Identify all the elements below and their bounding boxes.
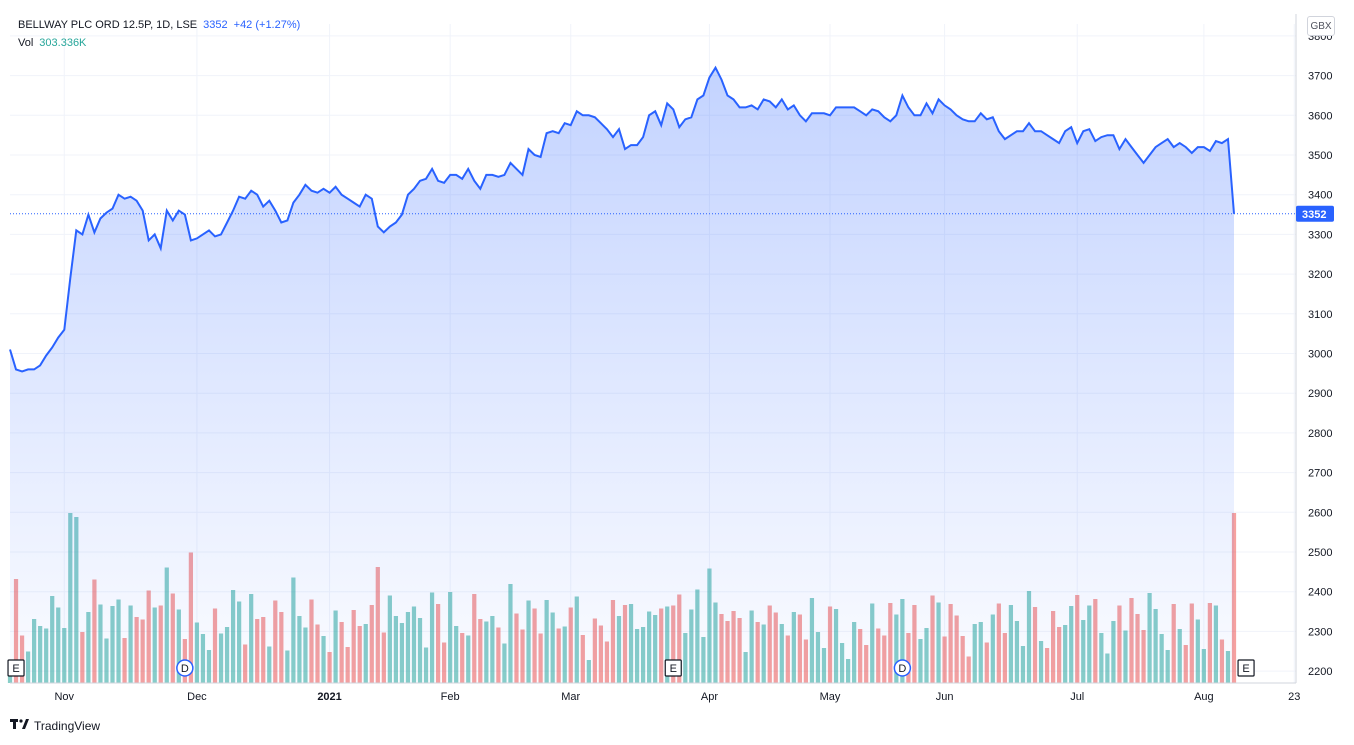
price-tick-label: 3000 xyxy=(1308,349,1332,361)
dividend-marker[interactable]: D xyxy=(893,659,912,677)
time-tick-label: Dec xyxy=(187,691,207,703)
event-label: D xyxy=(898,663,906,675)
price-change-value: +42 (+1.27%) xyxy=(233,19,301,31)
event-label: E xyxy=(1242,663,1249,675)
time-tick-label: Mar xyxy=(561,691,580,703)
price-tick-label: 2600 xyxy=(1308,507,1332,519)
tradingview-brand[interactable]: TradingView xyxy=(10,718,100,733)
volume-value: 303.336K xyxy=(39,37,87,49)
earnings-marker[interactable]: E xyxy=(664,659,682,677)
last-price-label: 3352 xyxy=(1296,205,1334,222)
price-tick-label: 2400 xyxy=(1308,587,1332,599)
price-tick-label: 2700 xyxy=(1308,468,1332,480)
event-label: D xyxy=(181,663,189,675)
time-tick-label: Aug xyxy=(1194,691,1214,703)
last-price-value: 3352 xyxy=(203,19,228,31)
earnings-marker[interactable]: E xyxy=(1237,659,1255,677)
time-tick-label: Jun xyxy=(936,691,954,703)
time-tick-label: Apr xyxy=(701,691,718,703)
volume-label[interactable]: Vol xyxy=(18,37,34,49)
price-tick-label: 3400 xyxy=(1308,190,1332,202)
price-tick-label: 2200 xyxy=(1308,666,1332,678)
price-tick-label: 2900 xyxy=(1308,388,1332,400)
price-tick-label: 2300 xyxy=(1308,626,1332,638)
chart-legend: BELLWAY PLC ORD 12.5P, 1D, LSE 3352 +42 … xyxy=(18,16,300,52)
currency-button[interactable]: GBX xyxy=(1307,16,1335,36)
price-tick-label: 2500 xyxy=(1308,547,1332,559)
dividend-marker[interactable]: D xyxy=(176,659,194,677)
price-tick-label: 3200 xyxy=(1308,269,1332,281)
price-area-fill xyxy=(10,67,1234,683)
time-tick-label: 2021 xyxy=(317,691,341,703)
event-label: E xyxy=(670,663,677,675)
event-label: E xyxy=(12,663,19,675)
time-axis[interactable]: Nov Dec 2021 Feb Mar Apr May Jun Jul Aug 23 xyxy=(10,682,1300,703)
price-tick-label: 3300 xyxy=(1308,229,1332,241)
price-tick-label: 3700 xyxy=(1308,71,1332,83)
earnings-marker[interactable]: E xyxy=(7,659,25,677)
price-tick-label: 3600 xyxy=(1308,110,1332,122)
brand-name: TradingView xyxy=(34,718,101,733)
time-tick-label: Jul xyxy=(1070,691,1084,703)
svg-text:3352: 3352 xyxy=(1302,209,1326,221)
tradingview-logo-icon xyxy=(10,718,30,733)
price-tick-label: 3100 xyxy=(1308,309,1332,321)
time-tick-label: Nov xyxy=(54,691,74,703)
time-tick-label: 23 xyxy=(1288,691,1300,703)
symbol-title[interactable]: BELLWAY PLC ORD 12.5P, 1D, LSE xyxy=(18,19,198,31)
price-line xyxy=(9,65,1235,373)
time-tick-label: May xyxy=(820,691,841,703)
price-tick-label: 3500 xyxy=(1308,150,1332,162)
price-tick-label: 2800 xyxy=(1308,428,1332,440)
price-axis[interactable]: 2200 2300 2400 2500 2600 2700 2800 2900 3000 3100… xyxy=(1295,14,1332,683)
time-tick-label: Feb xyxy=(441,691,460,703)
